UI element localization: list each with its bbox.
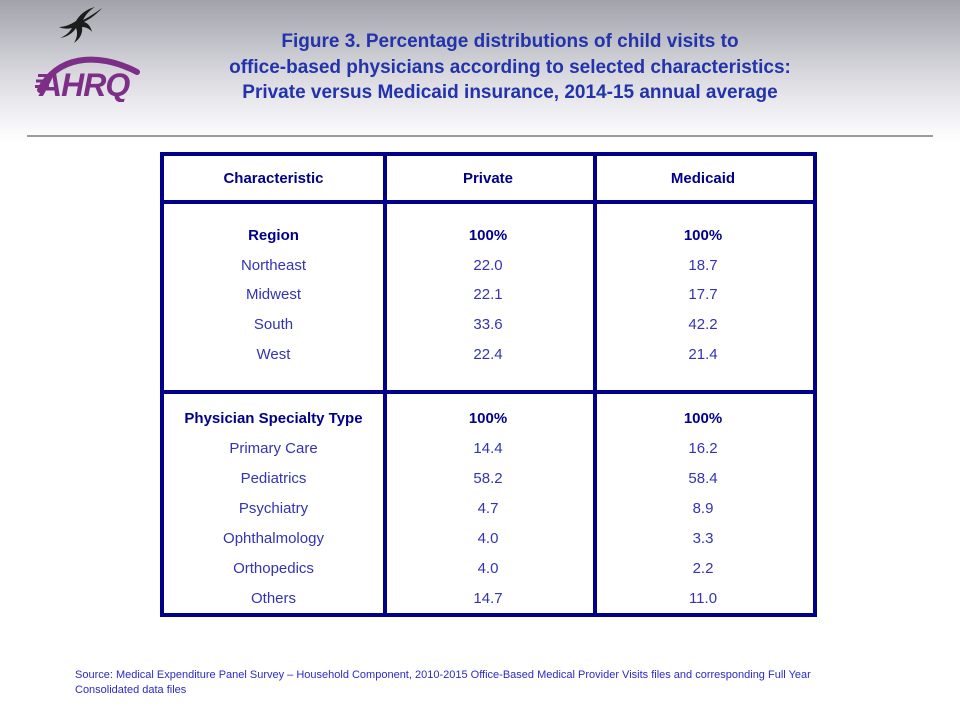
row-label-cell: Others xyxy=(250,589,296,607)
private-value-cell: 33.6 xyxy=(473,316,503,334)
row-label-cell: West xyxy=(256,345,291,363)
medicaid-value-cell: 17.7 xyxy=(688,286,718,304)
row-label-cell: Ophthalmology xyxy=(223,530,324,547)
medicaid-value-cell: 8.9 xyxy=(692,500,714,518)
table-row: Others 14.7 11.0 xyxy=(164,583,813,613)
source-line-1: Source: Medical Expenditure Panel Survey… xyxy=(75,669,811,681)
medicaid-value-cell: 2.2 xyxy=(692,559,714,577)
row-label-cell: Northeast xyxy=(240,256,307,274)
hhs-eagle-icon xyxy=(59,7,102,43)
section-separator xyxy=(164,390,813,394)
row-label-cell: Physician Specialty Type xyxy=(184,410,363,428)
private-value-cell: 22.1 xyxy=(473,286,503,304)
medicaid-value-cell: 58.4 xyxy=(688,470,718,488)
medicaid-value-cell: 16.2 xyxy=(688,440,718,458)
column-divider-2 xyxy=(593,156,597,613)
row-label-cell: South xyxy=(253,316,294,334)
private-value-cell: 4.0 xyxy=(477,559,499,577)
table-header-row: Characteristic Private Medicaid xyxy=(164,156,813,200)
row-label-cell: Region xyxy=(248,227,299,245)
column-header-characteristic: Characteristic xyxy=(223,169,324,187)
private-value-cell: 14.4 xyxy=(473,440,503,458)
column-divider-1 xyxy=(383,156,387,613)
table-row: Primary Care 14.4 16.2 xyxy=(164,434,813,464)
logo-stripes xyxy=(35,74,50,88)
header-gradient-band xyxy=(0,0,960,142)
table-row: West 22.4 21.4 xyxy=(164,339,813,369)
source-note: Source: Medical Expenditure Panel Survey… xyxy=(75,668,905,698)
private-value-cell: 22.4 xyxy=(473,345,503,363)
row-label-cell: Psychiatry xyxy=(238,500,309,518)
specialty-section: Physician Specialty Type 100% 100% Prima… xyxy=(164,394,813,613)
private-value-cell: 14.7 xyxy=(473,589,503,607)
column-header-private: Private xyxy=(462,169,514,187)
medicaid-value-cell: 21.4 xyxy=(688,345,718,363)
private-value-cell: 58.2 xyxy=(473,470,503,488)
private-value-cell: 100% xyxy=(468,227,508,245)
figure-title: Figure 3. Percentage distributions of ch… xyxy=(130,29,890,106)
data-table: Characteristic Private Medicaid Region 1… xyxy=(160,152,817,617)
ahrq-wordmark-text: AHRQ xyxy=(38,67,130,102)
private-value-cell: 100% xyxy=(468,410,508,428)
medicaid-value-cell: 18.7 xyxy=(688,256,718,274)
row-label-cell: Primary Care xyxy=(229,440,318,458)
row-label-cell: Midwest xyxy=(245,286,301,304)
ahrq-logo: AHRQ xyxy=(35,4,147,104)
table-row: Midwest 22.1 17.7 xyxy=(164,280,813,310)
title-line-1: Figure 3. Percentage distributions of ch… xyxy=(281,31,739,52)
row-label-cell: Pediatrics xyxy=(240,470,307,488)
private-value-cell: 4.0 xyxy=(477,530,499,547)
private-value-cell: 22.0 xyxy=(473,256,503,274)
source-line-2: Consolidated data files xyxy=(75,684,187,696)
medicaid-value-cell: 11.0 xyxy=(688,589,718,607)
title-line-2: office-based physicians according to sel… xyxy=(229,56,791,78)
region-section: Region 100% 100% Northeast 22.0 18.7 Mid… xyxy=(164,204,813,390)
medicaid-value-cell: 3.3 xyxy=(692,530,714,547)
medicaid-value-cell: 42.2 xyxy=(688,316,718,334)
header-separator xyxy=(164,200,813,204)
medicaid-value-cell: 100% xyxy=(683,227,723,245)
table-row: Psychiatry 4.7 8.9 xyxy=(164,494,813,524)
table-row: South 33.6 42.2 xyxy=(164,310,813,340)
column-header-medicaid: Medicaid xyxy=(670,169,736,187)
table-row: Orthopedics 4.0 2.2 xyxy=(164,553,813,583)
row-label-cell: Orthopedics xyxy=(233,559,314,577)
table-row: Pediatrics 58.2 58.4 xyxy=(164,464,813,494)
table-row: Region 100% 100% xyxy=(164,221,813,251)
title-line-3: Private versus Medicaid insurance, 2014-… xyxy=(242,82,778,103)
header-divider-line xyxy=(27,135,933,137)
table-row: Northeast 22.0 18.7 xyxy=(164,251,813,281)
table-row: Ophthalmology 4.0 3.3 xyxy=(164,524,813,554)
private-value-cell: 4.7 xyxy=(477,500,499,518)
ahrq-wordmark: AHRQ xyxy=(35,56,140,102)
medicaid-value-cell: 100% xyxy=(683,410,723,428)
table-row: Physician Specialty Type 100% 100% xyxy=(164,404,813,434)
